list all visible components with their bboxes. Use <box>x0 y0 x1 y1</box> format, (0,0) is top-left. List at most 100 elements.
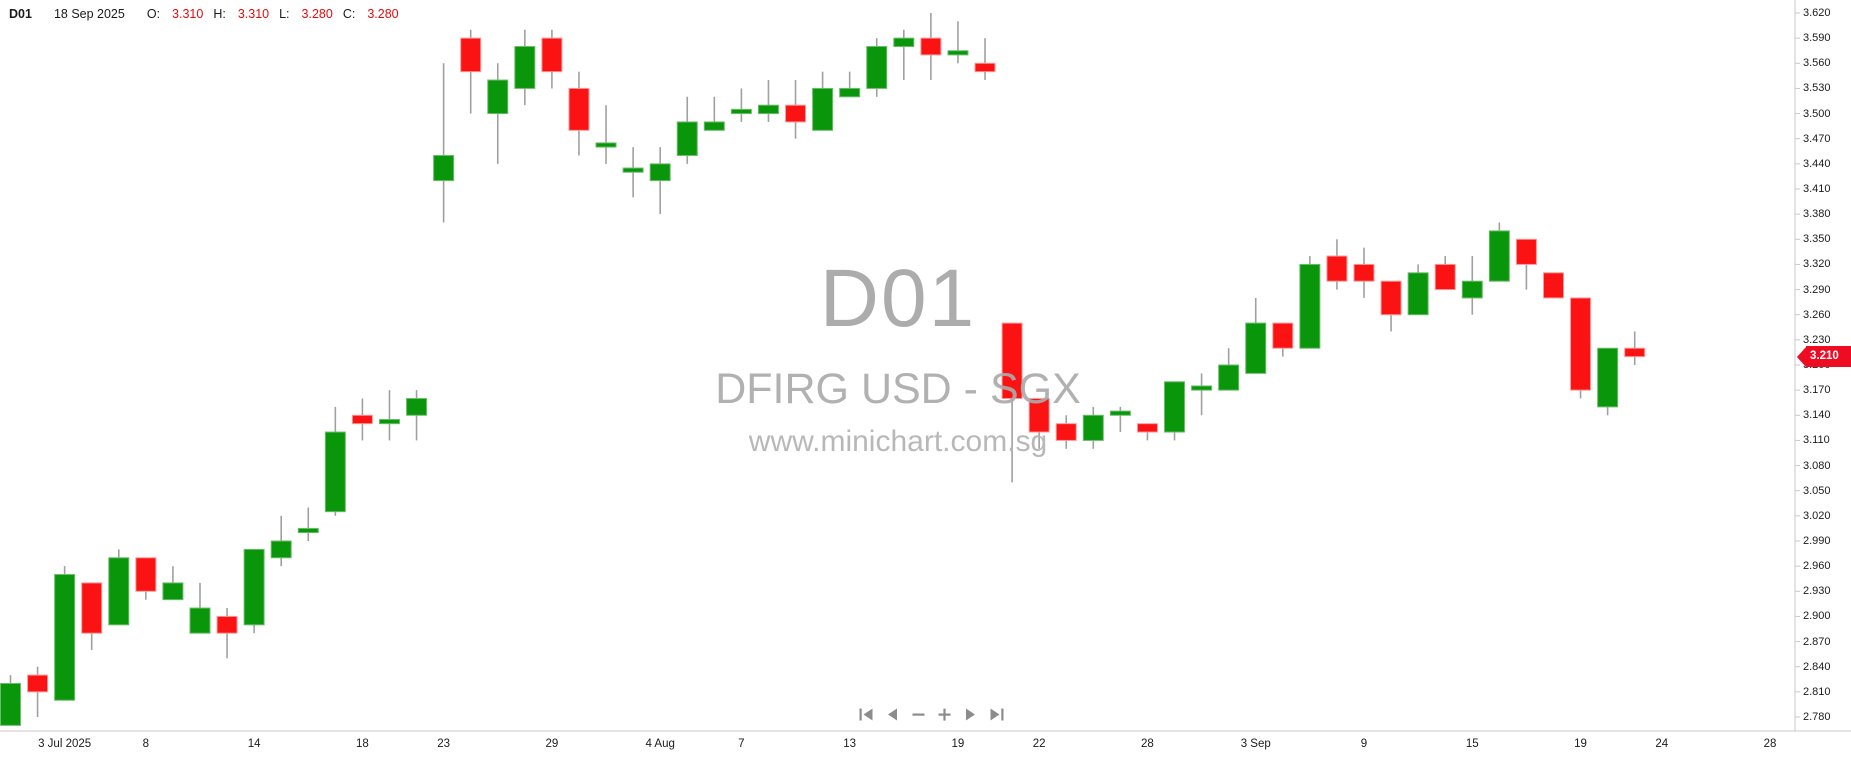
y-axis-label-3.230: 3.230 <box>1803 333 1831 346</box>
candle-body-26-aug <box>1082 414 1104 441</box>
y-axis-label-3.500: 3.500 <box>1803 107 1831 120</box>
x-axis-label-24: 24 <box>1655 738 1669 750</box>
y-axis-label-2.990: 2.990 <box>1803 535 1831 547</box>
x-axis-label-9: 9 <box>1360 738 1368 750</box>
candle-body-1-sep <box>1191 385 1213 391</box>
candle-body-4-aug <box>649 163 671 182</box>
candle-body-18-aug <box>920 37 942 56</box>
step-forward-icon <box>962 706 979 723</box>
candle-body-17-jul <box>324 431 346 513</box>
skip-to-start-button[interactable] <box>858 705 875 724</box>
candle-body-18-sep <box>1542 272 1564 299</box>
x-axis-label-22: 22 <box>1032 738 1046 750</box>
x-axis-label-18: 18 <box>356 738 369 750</box>
y-axis-label-3.380: 3.380 <box>1803 208 1831 221</box>
y-axis-label-3.140: 3.140 <box>1803 409 1831 422</box>
y-axis-label-2.840: 2.840 <box>1803 660 1831 673</box>
x-axis-label-19: 19 <box>1574 738 1587 750</box>
x-axis-label-8: 8 <box>142 738 150 750</box>
y-axis-label-2.960: 2.960 <box>1803 560 1831 573</box>
candle-body-15-aug <box>893 37 915 48</box>
candle-body-3-jul <box>54 574 76 701</box>
candle-body-16-jul <box>297 527 319 534</box>
candle-body-23-jul <box>433 154 455 182</box>
candle-body-22-sep <box>1597 347 1619 408</box>
y-axis-label-2.810: 2.810 <box>1803 685 1831 698</box>
candle-body-22-aug <box>1028 398 1050 433</box>
y-axis-label-3.320: 3.320 <box>1803 258 1831 271</box>
candle-body-8-aug <box>757 104 779 115</box>
step-forward-button[interactable] <box>962 705 979 724</box>
candle-body-27-aug <box>1109 410 1131 416</box>
y-axis-label-3.290: 3.290 <box>1803 283 1831 296</box>
candle-body-20-aug <box>974 62 996 73</box>
x-axis-label-13: 13 <box>843 738 857 750</box>
candle-body-4-jul <box>81 582 103 634</box>
skip-to-end-icon <box>988 706 1005 723</box>
candle-body-1-aug <box>622 167 644 173</box>
chart-nav-controls <box>858 705 1005 724</box>
candle-body-19-sep <box>1570 297 1592 391</box>
candle-body-9-sep <box>1353 263 1375 282</box>
y-axis-label-3.350: 3.350 <box>1803 233 1831 246</box>
skip-to-end-button[interactable] <box>988 705 1005 724</box>
candle-body-4-sep <box>1272 322 1294 349</box>
y-axis-label-3.110: 3.110 <box>1803 434 1830 447</box>
y-axis-label-3.020: 3.020 <box>1803 509 1831 522</box>
quote-symbol: D01 <box>9 7 32 21</box>
candle-body-3-sep <box>1245 322 1267 374</box>
candle-body-2-jul <box>27 674 49 693</box>
candle-body-16-sep <box>1488 230 1510 282</box>
candle-body-1-jul <box>0 682 21 726</box>
candle-body-24-jul <box>460 37 482 73</box>
candle-body-15-jul <box>270 540 292 559</box>
x-axis-label-3-sep: 3 Sep <box>1240 738 1271 750</box>
candle-body-31-jul <box>595 142 617 148</box>
candle-body-25-aug <box>1055 423 1077 441</box>
close-value: 3.280 <box>367 7 399 21</box>
skip-to-start-icon <box>858 706 875 723</box>
high-value: 3.310 <box>237 7 270 21</box>
candle-body-28-jul <box>514 46 536 89</box>
y-axis-label-2.930: 2.930 <box>1803 585 1831 598</box>
step-back-button[interactable] <box>884 705 901 724</box>
y-axis-label-3.470: 3.470 <box>1803 132 1831 145</box>
candle-body-28-aug <box>1136 423 1158 433</box>
candle-body-8-sep <box>1326 255 1348 282</box>
candle-body-29-jul <box>541 37 563 73</box>
candle-body-6-aug <box>703 121 725 131</box>
candle-body-14-jul <box>243 548 265 626</box>
candle-body-10-jul <box>189 607 211 634</box>
y-axis-label-3.170: 3.170 <box>1803 384 1831 397</box>
low-label: L: <box>279 7 290 21</box>
candle-body-11-aug <box>785 104 807 123</box>
x-axis-label-4-aug: 4 Aug <box>645 738 675 750</box>
y-axis-label-3.440: 3.440 <box>1803 157 1831 170</box>
candle-body-11-jul <box>216 615 238 634</box>
zoom-out-button[interactable] <box>910 705 927 724</box>
candle-body-21-aug <box>1001 322 1023 400</box>
zoom-in-button[interactable] <box>936 705 953 724</box>
y-axis-label-3.260: 3.260 <box>1803 308 1831 321</box>
y-axis-label-3.410: 3.410 <box>1803 183 1831 195</box>
candle-body-5-aug <box>676 121 698 156</box>
y-axis-label-2.870: 2.870 <box>1803 635 1831 648</box>
candle-body-7-aug <box>730 108 752 115</box>
y-axis-label-3.050: 3.050 <box>1803 484 1831 497</box>
candle-body-21-jul <box>378 418 400 425</box>
y-axis-label-3.620: 3.620 <box>1803 7 1831 19</box>
candle-body-30-jul <box>568 87 590 131</box>
candle-body-12-aug <box>812 87 834 131</box>
open-label: O: <box>146 7 161 21</box>
candle-body-19-aug <box>947 50 969 56</box>
y-axis-label-2.780: 2.780 <box>1803 711 1831 723</box>
y-axis-label-3.590: 3.590 <box>1803 32 1831 45</box>
price-tag-arrow-icon <box>1797 346 1806 367</box>
candle-body-5-sep <box>1299 263 1321 349</box>
high-label: H: <box>213 7 226 21</box>
x-axis-label-7: 7 <box>738 738 745 750</box>
x-axis-label-15: 15 <box>1465 738 1479 750</box>
candle-body-23-sep <box>1624 347 1646 358</box>
